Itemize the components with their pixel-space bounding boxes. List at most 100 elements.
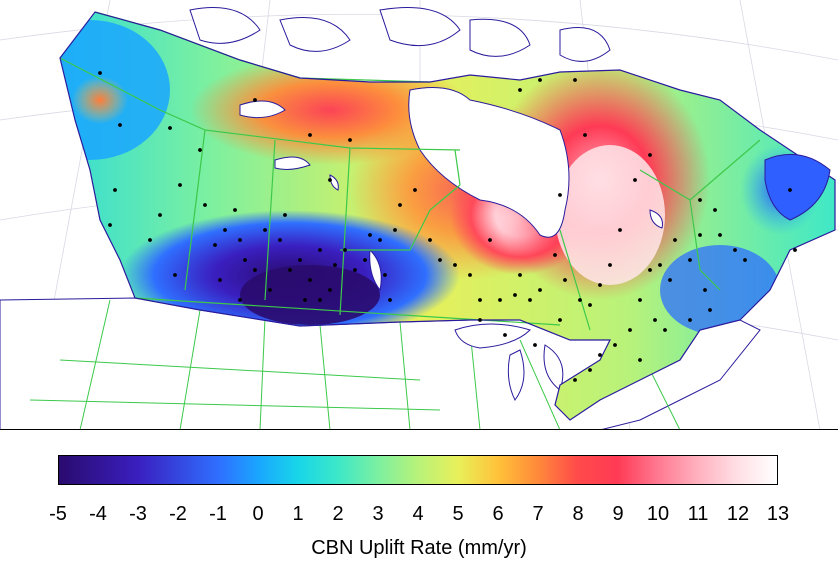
station-dot [383,273,387,277]
station-dot [713,208,717,212]
colorbar-tick: 0 [252,503,264,525]
station-dot [613,343,617,347]
station-dot [578,298,582,302]
colorbar-tick: 3 [372,503,384,525]
station-dot [638,358,642,362]
station-dot [363,258,367,262]
colorbar-tick: -5 [49,503,67,525]
station-dot [253,98,257,102]
station-dot [618,228,622,232]
station-dot [633,178,637,182]
colorbar-tick: -2 [169,503,187,525]
station-dot [173,273,177,277]
station-dot [688,258,692,262]
station-dot [453,263,457,267]
colorbar-tick: 4 [412,503,424,525]
station-dot [558,193,562,197]
gnss-stations [98,71,797,382]
station-dot [263,228,267,232]
station-dot [668,278,672,282]
station-dot [238,238,242,242]
colorbar-tick: 5 [452,503,464,525]
station-dot [233,208,237,212]
station-dot [733,248,737,252]
station-dot [598,353,602,357]
station-dot [348,138,352,142]
station-dot [793,248,797,252]
canadian-lakes [239,100,663,292]
station-dot [703,288,707,292]
station-dot [538,288,542,292]
colorbar-tick: 8 [572,503,584,525]
station-dot [318,298,322,302]
station-dot [298,258,302,262]
colorbar-tick: 7 [532,503,544,525]
station-dot [243,258,247,262]
station-dot [108,223,112,227]
colorbar-tick: 13 [766,503,790,525]
station-dot [158,213,162,217]
station-dot [503,333,507,337]
station-dot [198,148,202,152]
arctic-islands [189,7,611,62]
station-dot [638,298,642,302]
station-dot [438,258,442,262]
colorbar-tick: -3 [129,503,147,525]
station-dot [238,298,242,302]
station-dot [393,228,397,232]
newfoundland [764,153,831,221]
hudson-bay [408,87,570,238]
station-dot [388,298,392,302]
station-dot [558,318,562,322]
station-dot [688,318,692,322]
station-dot [588,368,592,372]
panel-divider [0,429,838,430]
station-dot [308,278,312,282]
station-dot [533,343,537,347]
station-dot [178,183,182,187]
station-dot [148,238,152,242]
station-dot [278,238,282,242]
station-dot [343,248,347,252]
station-dot [498,298,502,302]
station-dot [588,303,592,307]
station-dot [288,268,292,272]
station-dot [788,188,792,192]
station-dot [553,253,557,257]
station-dot [673,238,677,242]
station-dot [428,238,432,242]
canada-coastline [59,11,836,421]
station-dot [328,178,332,182]
station-dot [658,263,662,267]
colorbar-tick: 10 [646,503,670,525]
station-dot [303,298,307,302]
station-dot [368,233,372,237]
colorbar [58,455,778,485]
colorbar-tick: 11 [687,503,709,525]
station-dot [518,88,522,92]
station-dot [353,268,357,272]
station-dot [118,123,122,127]
station-dot [98,71,102,75]
station-dot [478,298,482,302]
station-dot [608,263,612,267]
colorbar-tick: 2 [332,503,344,525]
station-dot [573,378,577,382]
colorbar-legend: -5 -4 -3 -2 -1 0 1 2 3 4 5 6 7 8 9 10 11 12 13 CBN Uplift … [0,430,838,568]
station-dot [663,328,667,332]
colorbar-tick: 12 [726,503,750,525]
station-dot [513,293,517,297]
station-dot [528,298,532,302]
station-dot [648,268,652,272]
colorbar-tick: 1 [292,503,304,525]
station-dot [478,318,482,322]
station-dot [598,283,602,287]
great-lakes [454,323,564,401]
station-dot [583,133,587,137]
colorbar-tick: 9 [612,503,624,525]
station-dot [698,233,702,237]
state-borders [29,299,681,430]
station-dot [268,288,272,292]
station-dot [718,233,722,237]
station-dot [488,238,492,242]
